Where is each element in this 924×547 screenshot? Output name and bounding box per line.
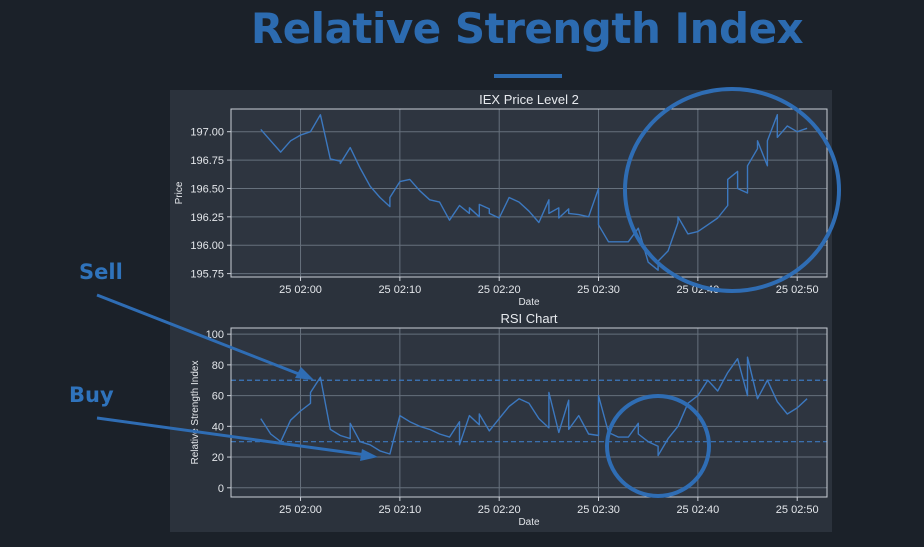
slide-title: Relative Strength Index — [250, 4, 804, 53]
rsi-x-axis-label: Date — [518, 517, 540, 528]
title-underline — [494, 74, 562, 78]
y-tick-label: 197.00 — [190, 127, 224, 139]
x-tick-label: 25 02:30 — [577, 504, 620, 516]
y-tick-label: 196.75 — [190, 155, 224, 167]
y-tick-label: 196.25 — [190, 212, 224, 224]
rsi-plot-frame — [230, 327, 828, 498]
x-tick-label: 25 02:30 — [577, 284, 620, 296]
y-tick-label: 40 — [212, 421, 224, 433]
sell-arrowhead-icon — [295, 367, 314, 380]
y-tick-label: 60 — [212, 391, 224, 403]
x-tick-label: 25 02:20 — [478, 284, 521, 296]
x-tick-label: 25 02:40 — [676, 504, 719, 516]
price-plot-area — [231, 109, 827, 277]
rsi-y-axis-label: Relative Strength Index — [190, 361, 201, 465]
price-x-ticks: 25 02:00 25 02:10 25 02:20 25 02:30 25 02:40… — [279, 277, 819, 296]
sell-callout-label: Sell — [79, 260, 123, 284]
rsi-grid — [231, 328, 827, 497]
y-tick-label: 196.50 — [190, 183, 224, 195]
rsi-threshold-lines — [231, 379, 827, 443]
rsi-plot-area — [231, 328, 827, 497]
sell-arrow — [96, 293, 305, 378]
buy-arrowhead-icon — [360, 449, 378, 461]
price-chart-title: IEX Price Level 2 — [479, 92, 579, 107]
price-rebound-highlight-circle — [623, 87, 841, 293]
x-tick-label: 25 02:10 — [378, 284, 421, 296]
y-tick-label: 0 — [218, 483, 224, 495]
y-tick-label: 195.75 — [190, 269, 224, 281]
rsi-chart-title: RSI Chart — [500, 311, 557, 326]
x-tick-label: 25 02:50 — [776, 284, 819, 296]
annotation-layer — [96, 87, 841, 498]
y-tick-label: 196.00 — [190, 240, 224, 252]
x-tick-label: 25 02:20 — [478, 504, 521, 516]
rsi-oversold-highlight-circle — [605, 394, 711, 498]
y-tick-label: 20 — [212, 452, 224, 464]
x-tick-label: 25 02:50 — [776, 504, 819, 516]
price-grid — [231, 109, 827, 277]
price-plot-frame — [230, 108, 828, 278]
price-y-axis-label: Price — [174, 181, 185, 204]
rsi-series-line — [260, 356, 808, 457]
rsi-x-ticks: 25 02:00 25 02:10 25 02:20 25 02:30 25 02:40… — [279, 497, 819, 516]
x-tick-label: 25 02:10 — [378, 504, 421, 516]
price-series-line — [260, 113, 808, 271]
price-y-ticks: 195.75 196.00 196.25 196.50 196.75 197.00 — [190, 127, 231, 281]
y-tick-label: 80 — [212, 360, 224, 372]
x-tick-label: 25 02:00 — [279, 284, 322, 296]
buy-arrow — [96, 416, 367, 457]
buy-callout-label: Buy — [69, 383, 114, 407]
price-x-axis-label: Date — [518, 297, 540, 308]
price-chart: 195.75 196.00 196.25 196.50 196.75 197.00 25 … — [174, 92, 828, 308]
x-tick-label: 25 02:00 — [279, 504, 322, 516]
